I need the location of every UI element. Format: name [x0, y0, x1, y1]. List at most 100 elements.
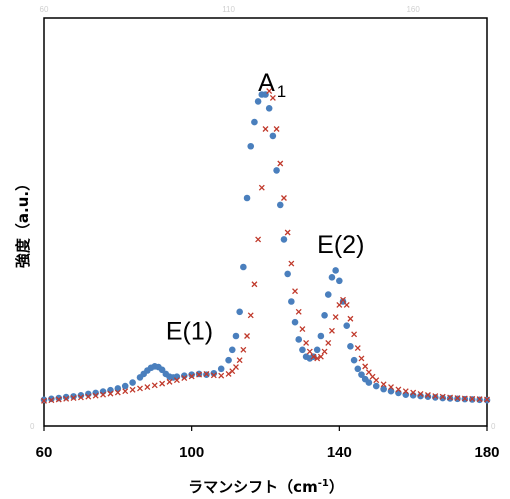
annotations: A 1 E(2) E(1) [166, 69, 365, 345]
series-red [41, 88, 490, 404]
data-point-circle [439, 394, 447, 402]
data-point-x [325, 339, 332, 346]
data-point-x [114, 389, 121, 396]
top-tick-label: 160 [406, 5, 420, 14]
data-point-circle [210, 369, 218, 377]
data-point-x [210, 372, 217, 379]
data-point-x [225, 370, 232, 377]
data-point-x [269, 94, 276, 101]
data-point-circle [254, 98, 262, 105]
data-point-x [129, 386, 136, 393]
x-axis-title-close: ） [329, 478, 344, 496]
data-point-x [380, 381, 387, 388]
data-point-circle [324, 291, 332, 298]
data-point-x [336, 301, 343, 308]
peak-annotation-text: E(2) [317, 231, 364, 259]
data-point-circle [336, 277, 343, 285]
data-point-x [55, 396, 62, 403]
data-point-circle [48, 395, 55, 403]
data-point-x [41, 397, 47, 404]
data-point-x [273, 126, 280, 132]
data-point-circle [225, 356, 232, 364]
data-point-x [321, 348, 328, 355]
data-point-x [447, 394, 454, 401]
right-tick-label: 0 [491, 422, 496, 431]
data-point-circle [273, 167, 280, 174]
data-point-circle [77, 392, 85, 399]
data-point-x [137, 385, 143, 392]
data-point-x [107, 390, 114, 397]
data-point-x [402, 388, 409, 395]
x-tick-label: 180 [474, 444, 499, 461]
data-point-x [85, 393, 92, 400]
data-point-x [288, 260, 295, 267]
peak-annotation-text: A [258, 69, 275, 97]
data-point-x [262, 126, 269, 132]
data-point-x [100, 391, 107, 398]
data-point-x [332, 314, 339, 320]
data-point-x [343, 301, 350, 308]
data-point-x [358, 355, 365, 362]
data-point-circle [354, 365, 362, 373]
data-point-x [347, 315, 354, 322]
data-point-x [292, 288, 298, 295]
data-point-circle [251, 118, 258, 126]
data-point-circle [343, 322, 351, 329]
data-point-x [196, 371, 203, 378]
data-point-x [255, 236, 262, 243]
data-point-x [166, 378, 173, 385]
top-ticks: 60 110 160 [40, 5, 421, 14]
data-point-x [244, 333, 251, 339]
data-point-circle [328, 274, 336, 281]
data-point-x [236, 357, 243, 364]
data-point-x [247, 312, 254, 319]
data-point-x [70, 395, 77, 402]
data-point-x [395, 386, 402, 393]
data-point-x [280, 195, 287, 201]
data-point-circle [288, 298, 295, 305]
data-point-circle [107, 386, 114, 394]
data-point-x [48, 397, 55, 404]
data-point-x [328, 327, 335, 334]
data-point-circle [417, 392, 424, 400]
data-point-x [306, 348, 313, 355]
data-point-circle [228, 346, 236, 354]
x-axis-title-main: ラマンシフト（cm [188, 478, 318, 496]
data-point-circle [446, 395, 454, 402]
data-point-circle [40, 396, 48, 404]
data-point-circle [299, 346, 306, 354]
data-point-x [454, 395, 461, 402]
data-point-circle [317, 332, 325, 340]
data-point-circle [432, 394, 439, 401]
data-point-circle [243, 194, 251, 202]
data-point-x [299, 326, 306, 333]
data-point-x [388, 384, 394, 391]
data-point-circle [55, 394, 63, 402]
data-point-circle [236, 308, 243, 316]
data-point-circle [173, 373, 181, 381]
data-point-circle [424, 393, 432, 401]
data-point-x [469, 395, 476, 402]
data-point-x [284, 229, 291, 236]
y-axis-title: 強度（a.u.） [14, 176, 32, 268]
data-point-circle [365, 379, 373, 386]
peak-annotation-text: E(1) [166, 317, 213, 345]
series-blue [40, 91, 491, 404]
data-point-x [317, 353, 324, 360]
data-point-x [295, 308, 302, 315]
data-point-x [181, 375, 188, 382]
data-point-x [476, 396, 483, 403]
data-point-x [303, 339, 310, 346]
data-point-x [354, 345, 361, 352]
x-tick-label: 140 [327, 444, 352, 461]
data-point-circle [240, 263, 247, 271]
data-point-circle [269, 132, 277, 140]
data-point-circle [395, 389, 402, 397]
data-point-circle [321, 312, 328, 319]
data-point-circle [350, 356, 358, 364]
data-point-circle [372, 382, 380, 390]
data-point-x [340, 296, 346, 303]
data-point-circle [217, 365, 225, 373]
